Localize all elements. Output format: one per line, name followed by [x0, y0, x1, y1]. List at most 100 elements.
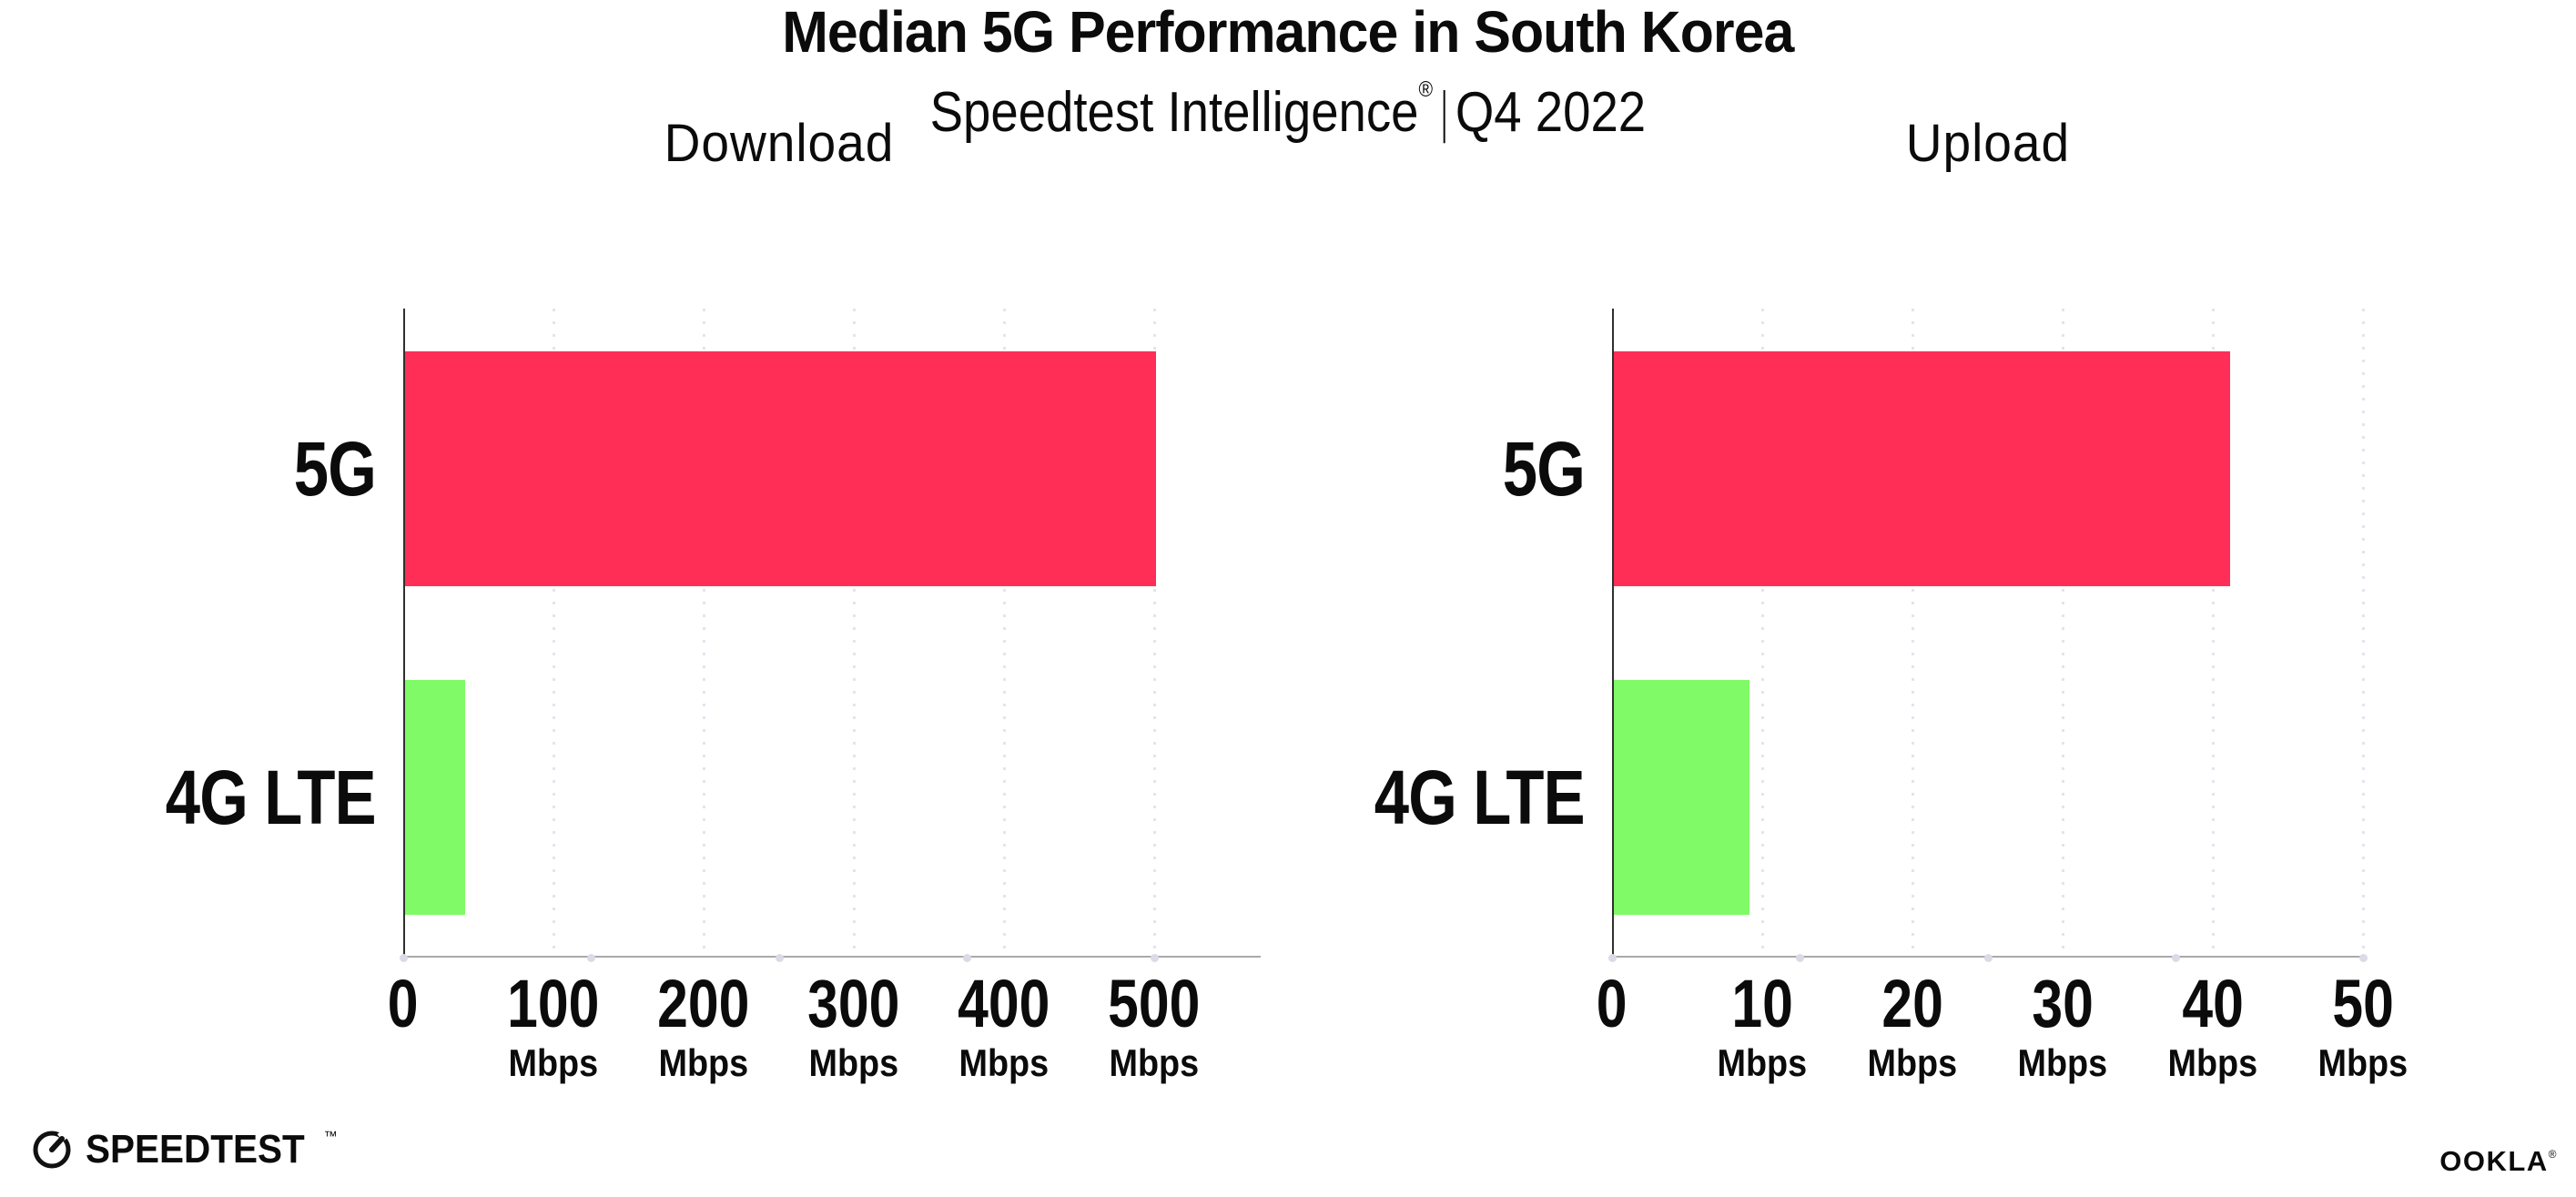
gridline-20-Mbps	[1912, 309, 1914, 956]
axis-tick-dot	[400, 954, 408, 962]
subtitle-brand: Speedtest Intelligence	[929, 81, 1419, 144]
bar-4g-lte	[1614, 680, 1749, 915]
x-tick-unit-text: Mbps	[2317, 1041, 2409, 1084]
axis-tick-dot	[775, 954, 784, 962]
gridline-50-Mbps	[2362, 309, 2365, 956]
gridline-500-Mbps	[1153, 309, 1156, 956]
x-tick-label: 500	[1054, 969, 1254, 1039]
trademark-symbol: ™	[323, 1129, 338, 1144]
category-label: 5G	[1303, 421, 1586, 516]
gridline-300-Mbps	[853, 309, 856, 956]
category-label: 4G LTE	[1303, 750, 1586, 845]
x-tick-unit-label: Mbps	[603, 1042, 804, 1084]
ookla-registered-symbol: ®	[2548, 1148, 2558, 1161]
category-label-text: 4G LTE	[165, 755, 377, 840]
page-subtitle-text: Speedtest Intelligence® | Q4 2022	[930, 60, 1647, 143]
gridline-40-Mbps	[2212, 309, 2215, 956]
x-tick-unit-label: Mbps	[754, 1042, 954, 1084]
axis-tick-dot	[962, 954, 971, 962]
gridline-30-Mbps	[2062, 309, 2064, 956]
x-tick-unit-label: Mbps	[1662, 1042, 1862, 1084]
x-tick-unit-text: Mbps	[2167, 1041, 2258, 1084]
speedtest-logo: SPEEDTEST ™	[31, 1127, 338, 1172]
ookla-logo: OOKLA®	[2430, 1136, 2558, 1180]
subtitle-period: Q4 2022	[1455, 81, 1647, 144]
x-tick-value: 500	[1108, 966, 1201, 1041]
page-subtitle: Speedtest Intelligence® | Q4 2022	[0, 60, 2576, 143]
bar-5g	[405, 351, 1156, 586]
speedtest-wordmark-text: SPEEDTEST	[86, 1127, 305, 1172]
x-tick-value: 20	[1881, 966, 1943, 1041]
subtitle-separator: |	[1441, 81, 1447, 144]
x-tick-unit-label: Mbps	[1812, 1042, 2013, 1084]
x-tick-value: 50	[2332, 966, 2394, 1041]
x-tick-value: 0	[388, 966, 419, 1041]
x-tick-label: 10	[1662, 969, 1862, 1039]
upload-plot-area: 5G 4G LTE 0 10 Mbps 20 Mbps 30 Mbps 40 Mbps 50 Mbps	[1374, 309, 2408, 1084]
axis-tick-dot	[1796, 954, 1805, 962]
gridline-10-Mbps	[1761, 309, 1764, 956]
x-tick-unit-label: Mbps	[1054, 1042, 1254, 1084]
upload-chart-title: Upload	[1612, 115, 2364, 173]
axis-tick-dot	[2359, 954, 2368, 962]
gridline-100-Mbps	[553, 309, 555, 956]
download-chart-title-text: Download	[664, 114, 895, 173]
download-plot-area: 5G 4G LTE 0 100 Mbps 200 Mbps 300 Mbps 400 Mbps 500…	[166, 309, 1261, 1084]
x-tick-unit-label: Mbps	[904, 1042, 1104, 1084]
category-label: 5G	[94, 421, 377, 516]
x-tick-unit-label: Mbps	[2263, 1042, 2463, 1084]
x-tick-label: 100	[453, 969, 654, 1039]
x-tick-label: 20	[1812, 969, 2013, 1039]
registered-trademark-symbol: ®	[1418, 77, 1434, 102]
x-tick-label: 30	[1962, 969, 2163, 1039]
category-label: 4G LTE	[94, 750, 377, 845]
category-label-text: 5G	[293, 426, 377, 512]
upload-chart-title-text: Upload	[1905, 114, 2071, 173]
x-tick-value: 100	[507, 966, 600, 1041]
x-tick-value: 0	[1597, 966, 1628, 1041]
x-tick-label: 300	[754, 969, 954, 1039]
x-tick-label: 50	[2263, 969, 2463, 1039]
x-tick-unit-text: Mbps	[808, 1041, 899, 1084]
download-y-axis-spine	[403, 309, 405, 958]
bar-5g	[1614, 351, 2230, 586]
x-tick-value: 300	[807, 966, 900, 1041]
page-title-text: Median 5G Performance in South Korea	[782, 0, 1794, 65]
x-tick-label: 200	[603, 969, 804, 1039]
x-tick-value: 30	[2032, 966, 2094, 1041]
axis-tick-dot	[587, 954, 596, 962]
category-label-text: 5G	[1502, 426, 1586, 512]
speedtest-gauge-icon	[33, 1129, 72, 1169]
axis-tick-dot	[2171, 954, 2180, 962]
x-tick-value: 400	[958, 966, 1050, 1041]
x-tick-label: 0	[303, 969, 503, 1039]
x-tick-unit-text: Mbps	[508, 1041, 599, 1084]
gridline-400-Mbps	[1003, 309, 1006, 956]
category-label-text: 4G LTE	[1374, 755, 1586, 840]
x-tick-label: 0	[1512, 969, 1712, 1039]
x-tick-value: 200	[657, 966, 750, 1041]
x-tick-value: 10	[1731, 966, 1793, 1041]
x-tick-unit-label: Mbps	[453, 1042, 654, 1084]
x-tick-unit-text: Mbps	[958, 1041, 1050, 1084]
x-tick-unit-label: Mbps	[2113, 1042, 2313, 1084]
gridline-200-Mbps	[703, 309, 705, 956]
axis-tick-dot	[1608, 954, 1617, 962]
ookla-wordmark: OOKLA	[2439, 1145, 2549, 1177]
x-tick-label: 400	[904, 969, 1104, 1039]
upload-y-axis-spine	[1612, 309, 1614, 958]
x-tick-unit-text: Mbps	[658, 1041, 749, 1084]
x-tick-unit-label: Mbps	[1962, 1042, 2163, 1084]
x-tick-unit-text: Mbps	[1717, 1041, 1808, 1084]
download-chart-title: Download	[403, 115, 1155, 173]
axis-tick-dot	[1983, 954, 1993, 962]
x-tick-unit-text: Mbps	[2017, 1041, 2108, 1084]
x-tick-unit-text: Mbps	[1109, 1041, 1200, 1084]
page-title: Median 5G Performance in South Korea	[0, 0, 2576, 64]
axis-tick-dot	[1151, 954, 1159, 962]
download-x-axis-line	[403, 956, 1261, 958]
x-tick-unit-text: Mbps	[1867, 1041, 1958, 1084]
x-tick-label: 40	[2113, 969, 2313, 1039]
speedtest-wordmark: SPEEDTEST ™	[86, 1127, 338, 1172]
